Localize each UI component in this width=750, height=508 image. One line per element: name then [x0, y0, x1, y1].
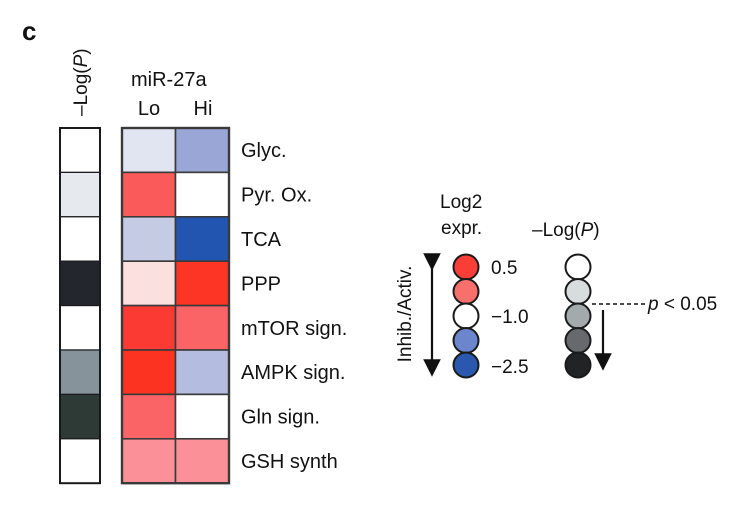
- pval-cell: [59, 216, 101, 262]
- row-label: TCA: [241, 229, 282, 251]
- p-legend-circle: [564, 327, 592, 354]
- row-label: GSH synth: [241, 451, 338, 473]
- row-label: AMPK sign.: [241, 362, 345, 384]
- row-label: Pyr. Ox.: [241, 185, 312, 207]
- heatmap-cell: [174, 171, 230, 218]
- pval-cell: [59, 171, 101, 218]
- expr-legend-circle: [452, 351, 480, 379]
- pval-column-border: [59, 127, 101, 485]
- expr-legend-circle: [452, 253, 480, 281]
- expr-legend-axis-label: Inhib./Activ.: [395, 266, 416, 363]
- p-legend-circle: [564, 278, 592, 305]
- row-labels: Glyc. Pyr. Ox. TCA PPP mTOR sign. AMPK sign. G…: [241, 140, 347, 473]
- column-label-hi: Hi: [194, 98, 213, 120]
- expr-tick-high: 0.5: [491, 258, 517, 279]
- heatmap-cell: [174, 216, 230, 263]
- row-label: mTOR sign.: [241, 318, 347, 340]
- panel-label: c: [22, 16, 36, 46]
- pval-cell: [59, 260, 101, 307]
- expr-legend-title-line1: Log2: [440, 192, 482, 213]
- row-label: PPP: [241, 273, 281, 295]
- heatmap-cell: [121, 127, 177, 174]
- row-label: Glyc.: [241, 140, 287, 162]
- p-legend-circle: [564, 351, 592, 379]
- pval-column-label: –Log(P): [71, 48, 92, 116]
- heatmap-cell: [174, 437, 230, 484]
- heatmap-cell: [174, 127, 230, 174]
- heatmap-cell: [174, 304, 230, 351]
- pval-column: [59, 127, 101, 485]
- expr-legend-circle: [452, 278, 480, 305]
- heatmap-grid: [120, 126, 231, 485]
- expr-tick-mid: −1.0: [491, 307, 529, 328]
- heatmap-cell: [121, 349, 177, 396]
- heatmap-cell: [121, 437, 177, 484]
- p-threshold-label: p < 0.05: [647, 294, 717, 315]
- heatmap-cell: [174, 393, 230, 440]
- pval-cell: [59, 438, 101, 484]
- pval-cell: [59, 349, 101, 396]
- pval-cell: [59, 127, 101, 174]
- heatmap-cell: [121, 393, 177, 440]
- heatmap-cell: [121, 171, 177, 218]
- expr-tick-low: −2.5: [491, 357, 529, 378]
- expr-legend-circle: [452, 302, 480, 330]
- heatmap-cell: [121, 216, 177, 263]
- p-legend-circle: [564, 302, 592, 330]
- p-legend-title: –Log(P): [532, 220, 600, 241]
- expression-legend: Log2 expr. Inhib./Activ. 0.5 −1.0 −2.5: [395, 192, 529, 379]
- pval-cell: [59, 305, 101, 351]
- heatmap-cell: [121, 260, 177, 307]
- expr-legend-title-line2: expr.: [441, 218, 482, 239]
- pvalue-legend: –Log(P) p < 0.05: [532, 220, 717, 379]
- heatmap-cell: [174, 260, 230, 307]
- p-legend-circle: [564, 253, 592, 281]
- group-title: miR-27a: [131, 69, 207, 91]
- pval-cell: [59, 393, 101, 440]
- row-label: Gln sign.: [241, 407, 320, 429]
- heatmap-cell: [174, 349, 230, 396]
- expr-legend-circle: [452, 327, 480, 354]
- column-label-lo: Lo: [138, 98, 160, 120]
- heatmap-cell: [121, 304, 177, 351]
- heatmap-border: [120, 126, 231, 485]
